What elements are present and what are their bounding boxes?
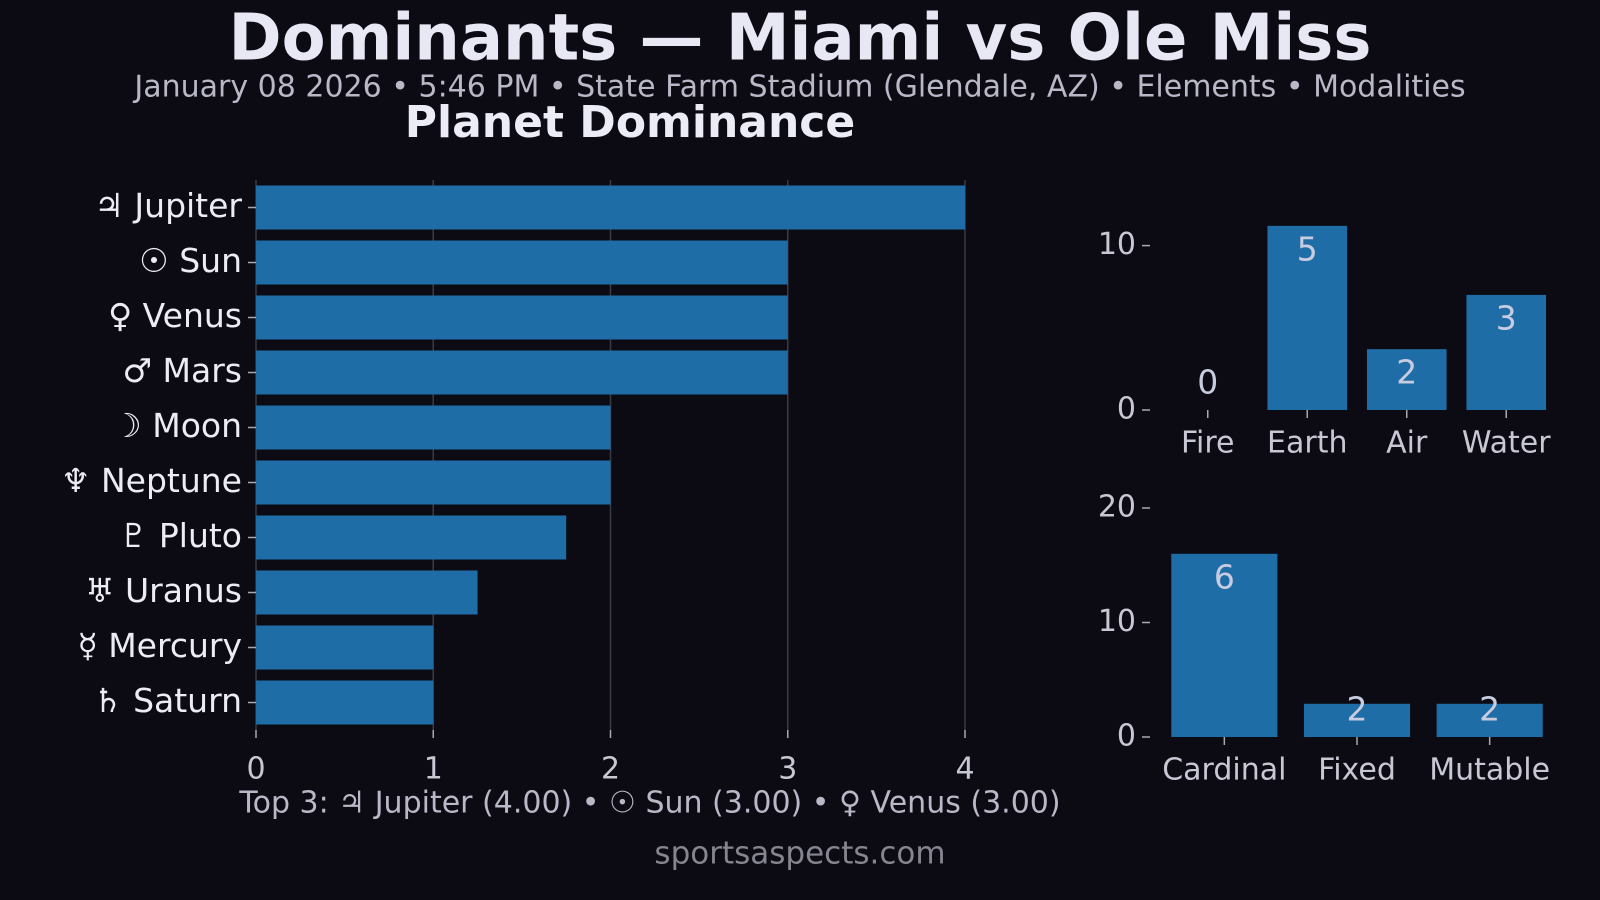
y-tick-label: ☿ Mercury bbox=[77, 626, 242, 665]
x-tick-label: 1 bbox=[424, 752, 443, 787]
x-tick-label: Air bbox=[1386, 426, 1428, 461]
value-label: 5 bbox=[1297, 229, 1318, 268]
bar bbox=[256, 350, 788, 395]
bar bbox=[256, 460, 611, 505]
y-tick-label: ♀ Venus bbox=[108, 296, 242, 335]
value-label: 2 bbox=[1347, 690, 1368, 729]
value-label: 3 bbox=[1496, 298, 1517, 337]
value-label: 6 bbox=[1214, 557, 1235, 596]
x-tick-label: 0 bbox=[246, 752, 265, 787]
x-tick-label: Water bbox=[1462, 426, 1551, 461]
bar bbox=[256, 570, 478, 615]
bar bbox=[256, 240, 788, 285]
bar bbox=[1466, 294, 1547, 410]
y-tick-label: ♄ Saturn bbox=[93, 681, 242, 720]
x-tick-label: Cardinal bbox=[1162, 753, 1286, 788]
y-tick-label: 0 bbox=[1117, 392, 1136, 427]
value-label: 0 bbox=[1197, 363, 1218, 402]
value-label: 2 bbox=[1479, 690, 1500, 729]
bar bbox=[256, 515, 567, 560]
x-tick-label: 3 bbox=[778, 752, 797, 787]
x-tick-label: 4 bbox=[955, 752, 974, 787]
x-tick-label: Fixed bbox=[1318, 753, 1396, 788]
x-tick-label: Fire bbox=[1181, 426, 1235, 461]
bar bbox=[256, 185, 965, 230]
y-tick-label: ♂ Mars bbox=[122, 351, 242, 390]
y-tick-label: 20 bbox=[1098, 490, 1136, 525]
y-tick-label: ♃ Jupiter bbox=[94, 186, 242, 225]
y-tick-label: ♆ Neptune bbox=[61, 461, 242, 500]
y-tick-label: ☉ Sun bbox=[139, 241, 242, 280]
source: sportsaspects.com bbox=[654, 836, 945, 872]
bar bbox=[256, 295, 788, 340]
value-label: 2 bbox=[1396, 353, 1417, 392]
y-tick-label: ♅ Uranus bbox=[85, 571, 242, 610]
x-tick-label: 2 bbox=[601, 752, 620, 787]
y-tick-label: 0 bbox=[1117, 719, 1136, 754]
bar bbox=[1366, 349, 1447, 410]
y-tick-label: 10 bbox=[1098, 604, 1136, 639]
y-tick-label: ♇ Pluto bbox=[119, 516, 242, 555]
page-subtitle: January 08 2026 • 5:46 PM • State Farm S… bbox=[132, 70, 1465, 105]
x-tick-label: Mutable bbox=[1429, 753, 1550, 788]
page-title: Dominants — Miami vs Ole Miss bbox=[229, 2, 1372, 76]
chart-title: Planet Dominance bbox=[405, 97, 855, 148]
bar bbox=[1303, 703, 1411, 737]
bar bbox=[256, 680, 434, 725]
bar bbox=[1436, 703, 1543, 737]
bar bbox=[1171, 553, 1278, 737]
annotation: Top 3: ♃ Jupiter (4.00) • ☉ Sun (3.00) •… bbox=[238, 786, 1060, 821]
y-tick-label: ☽ Moon bbox=[112, 406, 242, 445]
bar bbox=[1267, 225, 1348, 410]
x-tick-label: Earth bbox=[1267, 426, 1347, 461]
bar bbox=[256, 625, 434, 670]
y-tick-label: 10 bbox=[1098, 227, 1136, 262]
bar bbox=[256, 405, 611, 450]
